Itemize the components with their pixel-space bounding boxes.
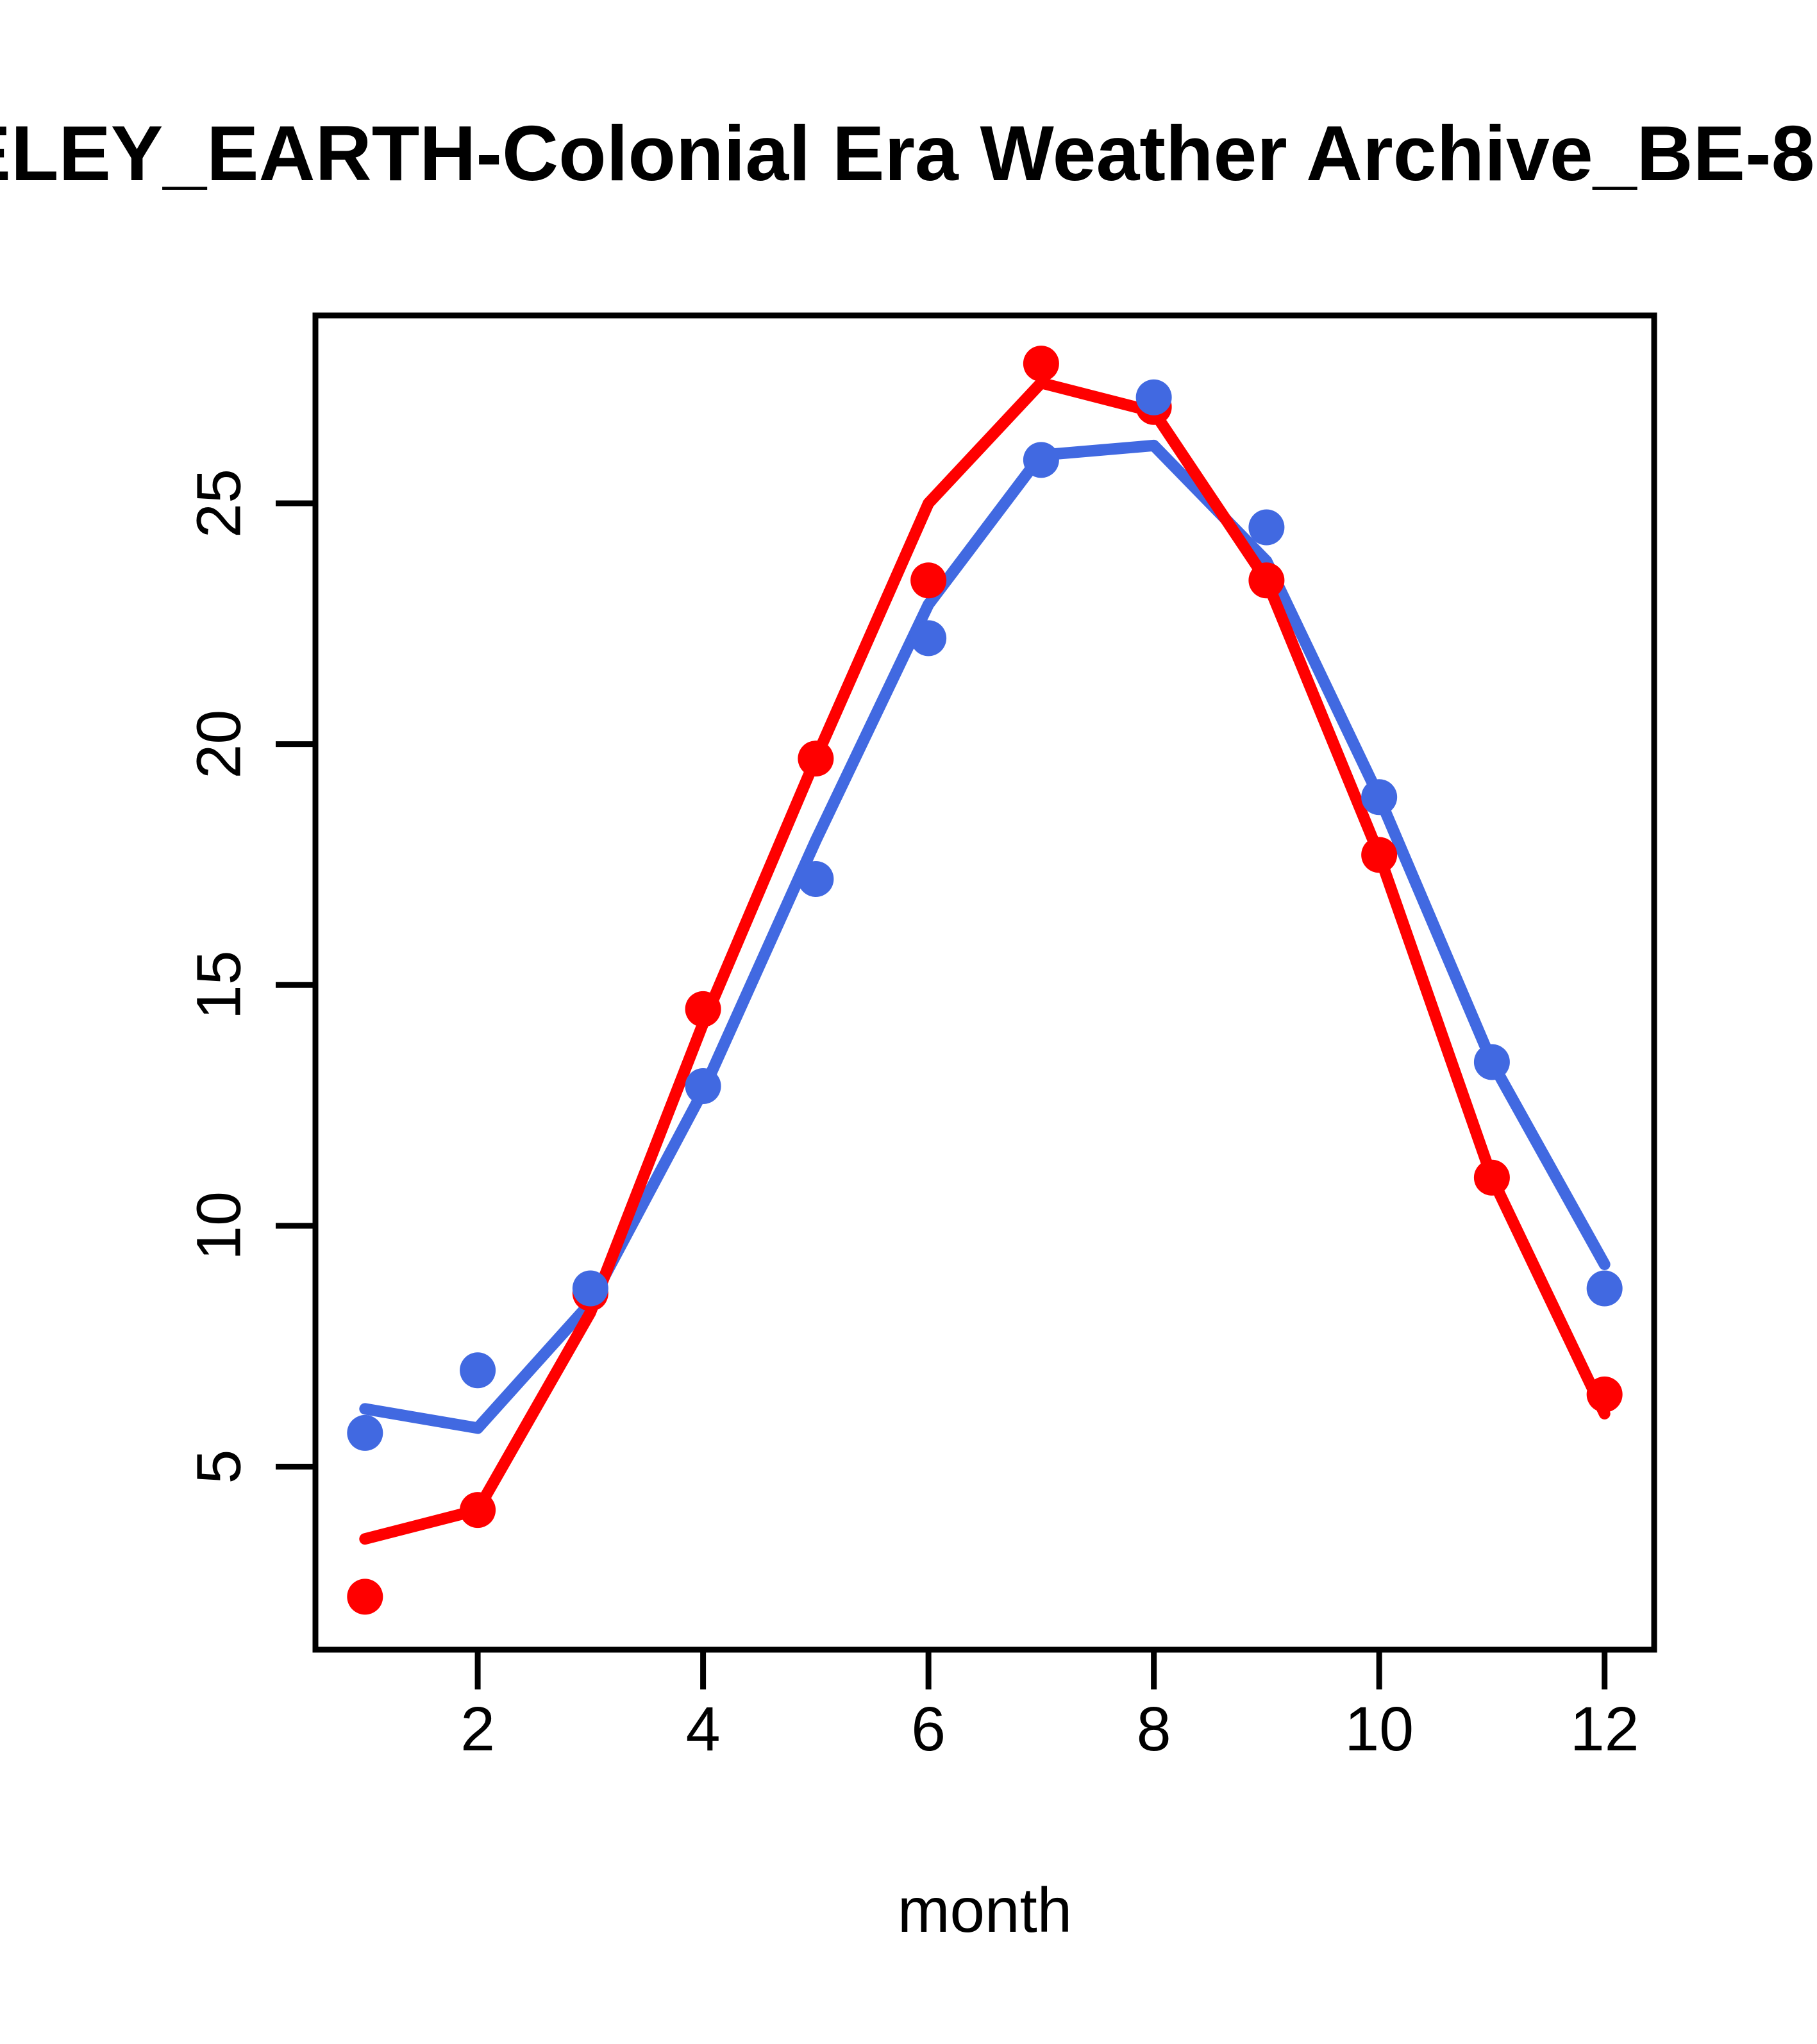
blue-points-marker: [347, 1414, 383, 1451]
series-red-line: [359, 377, 1611, 1545]
x-tick-label: 12: [1570, 1694, 1639, 1764]
x-tick-label: 10: [1344, 1694, 1414, 1764]
red-points-marker: [910, 562, 947, 599]
red-points-marker: [1023, 346, 1059, 382]
blue-points-marker: [572, 1270, 608, 1307]
blue-points-marker: [1361, 779, 1398, 816]
blue-points-marker: [1586, 1270, 1623, 1307]
x-axis-label: month: [897, 1875, 1073, 1945]
blue-points-marker: [1135, 379, 1172, 415]
x-tick-label: 2: [460, 1694, 495, 1764]
blue-points-marker: [1473, 1044, 1510, 1080]
blue-points-marker: [1023, 442, 1059, 478]
red-points-marker: [1248, 562, 1285, 599]
blue-points-marker: [910, 620, 947, 657]
blue-points-marker: [685, 1068, 721, 1105]
y-tick-label: 25: [184, 469, 254, 538]
red-points-marker: [798, 741, 834, 777]
red-points-marker: [685, 991, 721, 1027]
blue-points-marker: [798, 860, 834, 897]
red-points-marker: [1361, 837, 1398, 873]
x-tick-label: 6: [911, 1694, 946, 1764]
red-points-marker: [460, 1492, 496, 1529]
series-blue-line: [359, 439, 1611, 1434]
x-tick-label: 8: [1137, 1694, 1171, 1764]
blue-points-marker: [460, 1352, 496, 1389]
red-points-marker: [347, 1579, 383, 1615]
red-points-marker: [1586, 1376, 1623, 1412]
blue-points-marker: [1248, 509, 1285, 546]
plot-title: ELEY_EARTH-Colonial Era Weather Archive_…: [0, 110, 1817, 197]
y-tick-label: 5: [184, 1450, 254, 1484]
red-points-marker: [1473, 1159, 1510, 1196]
y-tick-label: 15: [184, 950, 254, 1019]
y-tick-label: 10: [184, 1191, 254, 1261]
x-tick-label: 4: [686, 1694, 721, 1764]
y-tick-label: 20: [184, 710, 254, 779]
